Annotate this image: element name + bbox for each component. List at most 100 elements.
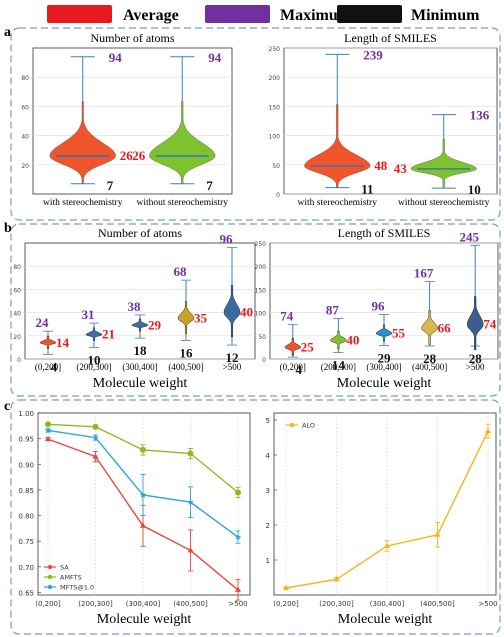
- panel-label-c: c: [4, 399, 10, 414]
- x-tick-label: (400,500]: [168, 362, 203, 372]
- legend-item-maximum: Maximum: [205, 5, 352, 24]
- average-label: 48: [374, 158, 388, 173]
- min-label: 18: [134, 343, 148, 358]
- data-point: [92, 453, 99, 459]
- y-tick-label: 80: [13, 264, 21, 271]
- average-label: 26: [120, 148, 134, 163]
- max-label: 96: [372, 298, 386, 313]
- legend-swatch-average: [47, 5, 112, 23]
- data-point: [92, 423, 99, 430]
- max-label: 74: [280, 309, 294, 324]
- section-a-frame: [10, 27, 501, 221]
- x-axis-label: Molecule weight: [337, 376, 432, 391]
- data-point: [45, 421, 51, 428]
- x-tick-label: >500: [478, 600, 497, 608]
- y-tick-label: 0.85: [18, 487, 34, 495]
- min-label: 10: [468, 182, 481, 197]
- violin-body: [39, 336, 57, 349]
- y-tick-label: 100: [269, 134, 281, 141]
- x-tick-label: without stereochemistry: [136, 198, 228, 208]
- average-label: 40: [240, 305, 253, 320]
- legend-label-maximum: Maximum: [280, 7, 352, 24]
- y-tick-label: 20: [21, 163, 29, 170]
- y-tick-label: 0.95: [18, 436, 34, 444]
- legend-marker: [47, 564, 53, 570]
- data-point: ★: [186, 498, 194, 508]
- panel-label-a: a: [4, 25, 11, 40]
- data-point: [485, 427, 491, 434]
- legend-label: MFTS@1.0: [60, 584, 94, 592]
- violin-body: [131, 318, 149, 332]
- x-tick-label: (300,400]: [370, 600, 405, 608]
- x-tick-label: >500: [223, 362, 242, 372]
- min-label: 16: [180, 345, 194, 360]
- chart-title: Length of SMILES: [344, 31, 437, 45]
- x-tick-label: without stereochemistry: [398, 198, 490, 208]
- y-tick-label: 100: [255, 311, 267, 318]
- y-tick-label: 4: [266, 452, 271, 460]
- average-label: 29: [148, 317, 162, 332]
- min-label: 7: [206, 178, 213, 193]
- min-label: 28: [469, 351, 483, 366]
- x-tick-label: with stereochemistry: [43, 198, 123, 208]
- y-tick-label: 0.80: [18, 513, 34, 521]
- average-label: 43: [394, 161, 408, 176]
- legend-item-minimum: Minimum: [337, 5, 480, 24]
- legend-label: SA: [60, 564, 69, 572]
- violin-body: [421, 310, 438, 345]
- plot-area: [32, 47, 233, 195]
- x-tick-label: (300,400]: [122, 362, 157, 372]
- max-label: 24: [36, 315, 50, 330]
- legend-label-minimum: Minimum: [411, 7, 480, 24]
- chart-b-number-of-atoms: Number of atoms 0 20 40 60 80 24 14 4(0,200] 31 21…: [13, 226, 256, 391]
- y-tick-label: 1.00: [18, 410, 34, 418]
- x-axis-label: Molecule weight: [97, 612, 192, 627]
- y-tick-label: 0.65: [18, 589, 34, 597]
- legend-marker: [289, 422, 295, 428]
- max-label: 38: [128, 299, 142, 314]
- data-point: [187, 450, 194, 457]
- legend-label: AMFTS: [60, 574, 82, 582]
- section-c-frame: [10, 399, 501, 635]
- legend-swatch-maximum: [205, 5, 270, 23]
- x-tick-label: >500: [228, 600, 247, 608]
- chart-c-alo-line: 1 2 3 4 5 (0,200] (200,300] (300,400] (400,500] >…: [266, 412, 498, 627]
- y-tick-label: 60: [13, 287, 21, 294]
- min-label: 29: [378, 351, 392, 366]
- data-point: [235, 586, 241, 592]
- average-label: 14: [56, 335, 70, 350]
- plot-area: [273, 412, 497, 596]
- y-tick-label: 20: [13, 334, 21, 341]
- max-label: 167: [414, 266, 434, 281]
- panel-label-b: b: [4, 221, 12, 236]
- data-point: [384, 542, 390, 548]
- violin-body: [375, 324, 393, 342]
- x-tick-label: (300,400]: [366, 362, 401, 372]
- x-axis-label: Molecule weight: [93, 376, 188, 391]
- average-label: 55: [392, 325, 406, 340]
- average-label: 26: [132, 148, 146, 163]
- data-point: ★: [91, 434, 99, 444]
- y-tick-label: 80: [21, 75, 29, 82]
- violin-body: [304, 104, 371, 188]
- y-tick-label: 40: [13, 311, 21, 318]
- min-label: 10: [88, 352, 101, 367]
- max-label: 239: [363, 47, 383, 62]
- violin-body: [149, 101, 216, 184]
- violin-body: [177, 301, 195, 334]
- legend-label: ALO: [302, 422, 315, 430]
- data-point: ★: [139, 491, 147, 501]
- data-point: [140, 446, 146, 453]
- y-tick-label: 0: [17, 357, 21, 364]
- y-tick-label: 150: [255, 287, 267, 294]
- min-label: 4: [296, 362, 303, 377]
- x-tick-label: (400,500]: [173, 600, 208, 608]
- x-tick-label: >500: [466, 362, 485, 372]
- data-point: [333, 575, 340, 582]
- x-axis-label: Molecule weight: [338, 612, 433, 627]
- legend-swatch-minimum: [337, 5, 402, 23]
- y-tick-label: 50: [272, 163, 280, 170]
- x-tick-label: (400,500]: [412, 362, 447, 372]
- y-tick-label: 250: [269, 46, 281, 53]
